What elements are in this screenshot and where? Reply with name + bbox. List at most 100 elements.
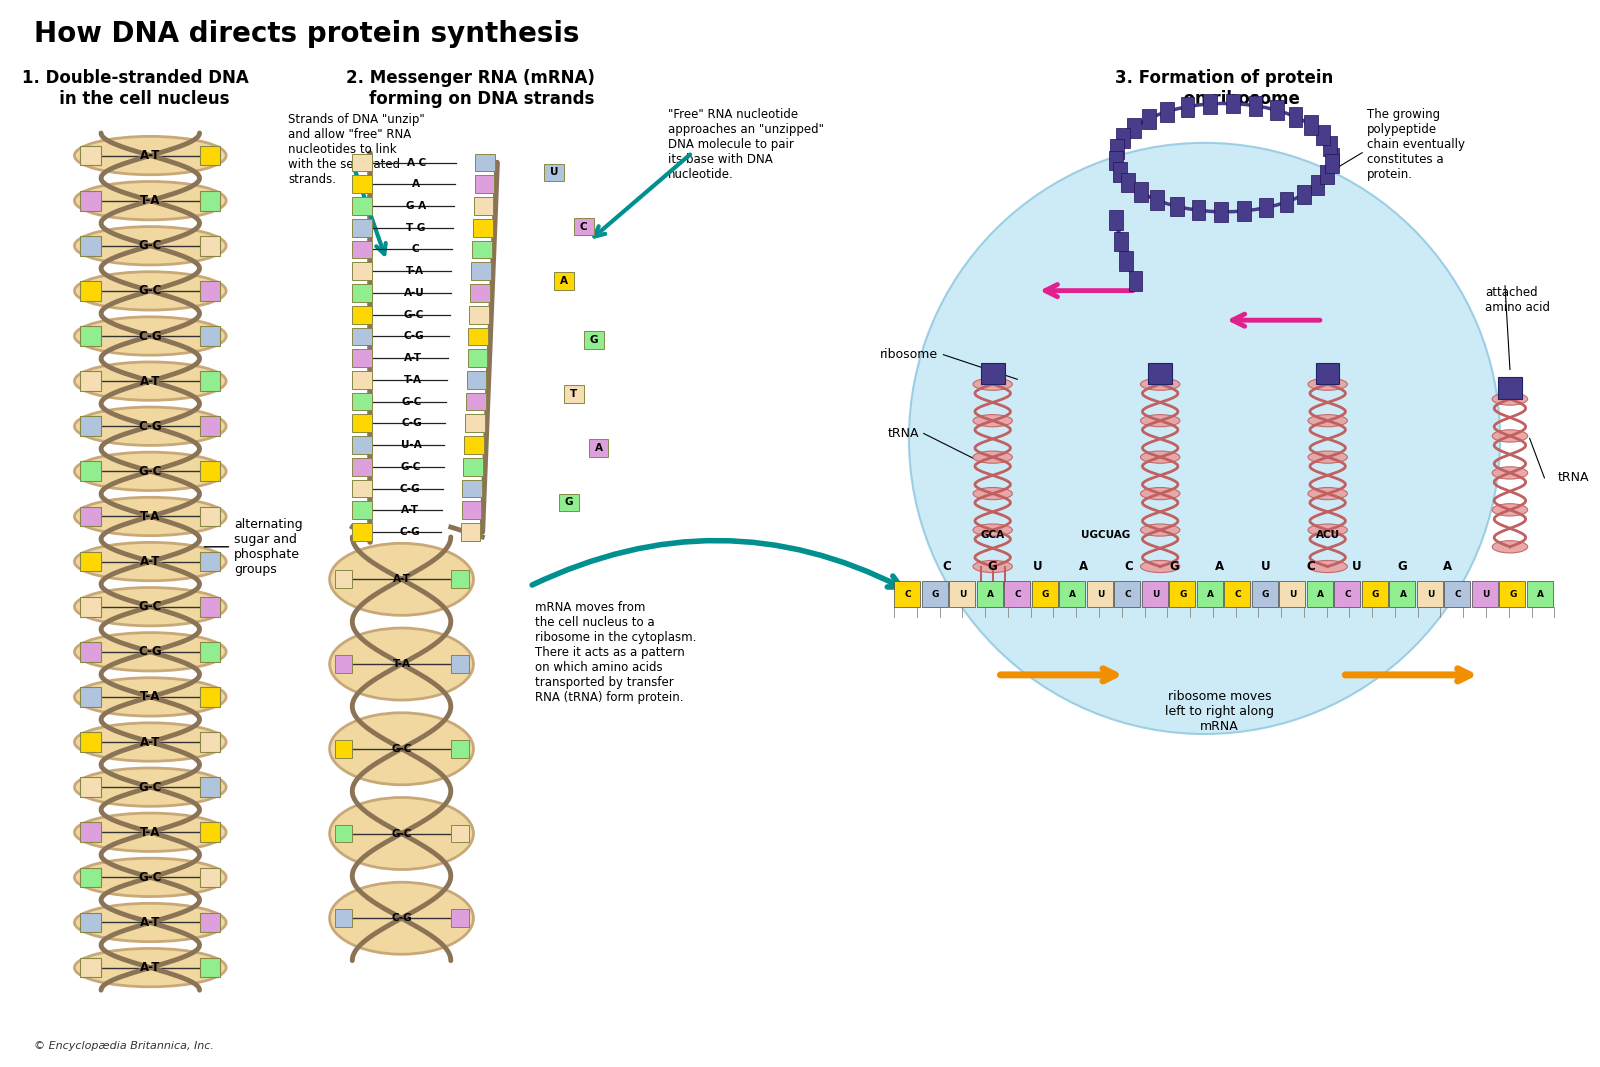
- Bar: [1122, 173, 1134, 192]
- Bar: [1117, 128, 1130, 147]
- Bar: [466, 393, 485, 411]
- Bar: [1323, 137, 1338, 156]
- Bar: [200, 236, 221, 256]
- Ellipse shape: [330, 543, 474, 616]
- Ellipse shape: [973, 524, 1013, 536]
- Bar: [1032, 582, 1058, 607]
- Text: 2. Messenger RNA (mRNA)
    forming on DNA strands: 2. Messenger RNA (mRNA) forming on DNA s…: [346, 69, 595, 108]
- Bar: [352, 241, 371, 258]
- Bar: [1126, 117, 1141, 138]
- Text: A: A: [1317, 590, 1323, 599]
- Bar: [200, 687, 221, 706]
- Bar: [352, 523, 371, 541]
- Ellipse shape: [75, 226, 226, 265]
- Bar: [1304, 115, 1318, 136]
- Text: U: U: [1482, 590, 1490, 599]
- Text: G-C: G-C: [392, 744, 411, 753]
- Bar: [451, 825, 469, 842]
- Bar: [544, 163, 565, 181]
- Text: C-G: C-G: [398, 527, 419, 537]
- Bar: [462, 480, 482, 497]
- Bar: [1128, 271, 1142, 290]
- Text: A C: A C: [406, 158, 427, 168]
- Text: G: G: [1397, 560, 1406, 573]
- Bar: [352, 458, 371, 476]
- Text: U: U: [1427, 590, 1434, 599]
- Text: G-C: G-C: [400, 462, 421, 472]
- Ellipse shape: [1307, 378, 1347, 391]
- Bar: [80, 642, 101, 662]
- Text: A: A: [1216, 560, 1224, 573]
- Text: G: G: [987, 560, 997, 573]
- Text: C-G: C-G: [139, 330, 162, 343]
- Bar: [467, 349, 488, 367]
- Text: U: U: [1096, 590, 1104, 599]
- Bar: [1298, 185, 1310, 204]
- Bar: [976, 582, 1003, 607]
- Bar: [1142, 582, 1168, 607]
- Bar: [200, 912, 221, 933]
- Text: G: G: [1042, 590, 1050, 599]
- Bar: [80, 777, 101, 797]
- Bar: [1445, 582, 1470, 607]
- Bar: [1526, 582, 1552, 607]
- Text: C-G: C-G: [402, 418, 422, 428]
- Text: Strands of DNA "unzip"
and allow "free" RNA
nucleotides to link
with the separat: Strands of DNA "unzip" and allow "free" …: [288, 113, 426, 187]
- Bar: [464, 458, 483, 476]
- Text: T-A: T-A: [141, 510, 160, 523]
- Bar: [80, 507, 101, 526]
- Bar: [1109, 150, 1123, 171]
- Bar: [334, 655, 352, 673]
- Text: A-T: A-T: [141, 149, 160, 162]
- Bar: [981, 363, 1005, 384]
- Bar: [200, 867, 221, 888]
- Bar: [584, 331, 603, 349]
- Bar: [80, 596, 101, 617]
- Text: G-C: G-C: [139, 601, 162, 614]
- Text: A-T: A-T: [141, 555, 160, 568]
- Bar: [200, 191, 221, 210]
- Bar: [1170, 196, 1184, 217]
- Text: G: G: [1262, 590, 1269, 599]
- Bar: [922, 582, 947, 607]
- Bar: [80, 281, 101, 301]
- Text: G-C: G-C: [403, 309, 424, 320]
- Bar: [451, 571, 469, 588]
- Text: G: G: [931, 590, 939, 599]
- Bar: [352, 371, 371, 388]
- Text: G-C: G-C: [139, 285, 162, 298]
- Bar: [1320, 164, 1334, 185]
- Text: G-C: G-C: [139, 239, 162, 252]
- Ellipse shape: [1307, 560, 1347, 573]
- Bar: [464, 436, 483, 453]
- Bar: [1317, 126, 1330, 145]
- Bar: [334, 825, 352, 842]
- Ellipse shape: [330, 882, 474, 954]
- Ellipse shape: [75, 678, 226, 716]
- Bar: [1224, 582, 1250, 607]
- Bar: [80, 958, 101, 977]
- Bar: [1114, 232, 1128, 251]
- Bar: [1259, 197, 1274, 218]
- Ellipse shape: [75, 452, 226, 491]
- Ellipse shape: [75, 722, 226, 761]
- Text: A-T: A-T: [141, 375, 160, 387]
- Bar: [451, 655, 469, 673]
- Text: G: G: [565, 497, 573, 508]
- Bar: [1315, 363, 1339, 384]
- Bar: [589, 440, 608, 457]
- Text: G: G: [589, 335, 598, 345]
- Ellipse shape: [1141, 524, 1179, 536]
- Bar: [467, 371, 486, 388]
- Text: C: C: [1014, 590, 1021, 599]
- Text: G-C: G-C: [402, 397, 422, 407]
- Bar: [80, 687, 101, 706]
- Text: mRNA moves from
the cell nucleus to a
ribosome in the cytoplasm.
There it acts a: mRNA moves from the cell nucleus to a ri…: [534, 601, 696, 704]
- Bar: [1114, 582, 1141, 607]
- Bar: [461, 501, 482, 520]
- Text: 3. Formation of protein
      on ribosome: 3. Formation of protein on ribosome: [1115, 69, 1333, 108]
- Text: A: A: [1206, 590, 1214, 599]
- Ellipse shape: [1307, 451, 1347, 463]
- Ellipse shape: [330, 628, 474, 700]
- Text: attached
amino acid: attached amino acid: [1485, 286, 1550, 314]
